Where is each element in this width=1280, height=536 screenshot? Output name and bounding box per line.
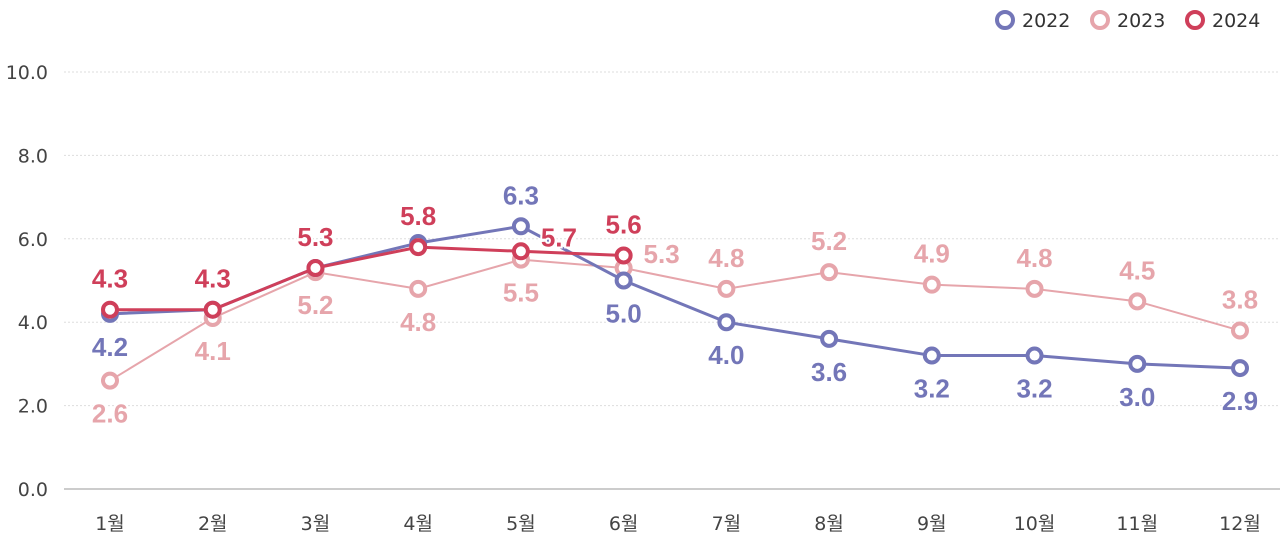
legend-label-2024: 2024 bbox=[1212, 10, 1260, 32]
data-point-2024 bbox=[511, 242, 530, 261]
data-point-2022 bbox=[922, 346, 941, 365]
data-point-2023 bbox=[1231, 321, 1249, 340]
y-tick-label: 2.0 bbox=[18, 396, 48, 418]
x-tick-label: 1월 bbox=[95, 513, 125, 535]
data-label-2023: 4.9 bbox=[914, 239, 950, 269]
data-label-2023: 5.5 bbox=[503, 278, 539, 308]
x-tick-label: 10월 bbox=[1014, 513, 1056, 535]
y-tick-label: 10.0 bbox=[6, 62, 48, 84]
data-label-2023: 4.8 bbox=[1016, 243, 1052, 273]
data-label-2024: 5.7 bbox=[541, 222, 577, 252]
data-label-2023: 4.1 bbox=[195, 336, 231, 366]
y-tick-label: 0.0 bbox=[18, 479, 48, 501]
x-tick-label: 2월 bbox=[198, 513, 228, 535]
data-label-2022: 3.2 bbox=[1016, 374, 1052, 404]
data-point-2023 bbox=[101, 371, 119, 390]
data-label-2022: 4.2 bbox=[92, 332, 128, 362]
data-label-2023: 2.6 bbox=[92, 399, 128, 429]
data-label-2023: 4.8 bbox=[708, 243, 744, 273]
x-tick-label: 4월 bbox=[403, 513, 433, 535]
data-point-2022 bbox=[1128, 354, 1147, 373]
data-point-2024 bbox=[306, 258, 325, 277]
data-point-2024 bbox=[101, 300, 119, 319]
x-tick-label: 11월 bbox=[1116, 513, 1158, 535]
legend-marker-2024 bbox=[1185, 10, 1205, 30]
legend-label-2023: 2023 bbox=[1117, 10, 1165, 32]
data-label-2024: 5.8 bbox=[400, 201, 436, 231]
data-label-2022: 5.0 bbox=[606, 299, 642, 329]
data-point-2023 bbox=[409, 279, 428, 298]
x-tick-label: 5월 bbox=[506, 513, 536, 535]
data-label-2022: 3.6 bbox=[811, 357, 847, 387]
data-label-2024: 4.3 bbox=[195, 264, 231, 294]
data-point-2024 bbox=[409, 238, 428, 257]
data-point-2023 bbox=[922, 275, 941, 294]
data-point-2024 bbox=[203, 300, 222, 319]
data-label-2022: 4.0 bbox=[708, 340, 744, 370]
data-label-2022: 3.2 bbox=[914, 374, 950, 404]
x-tick-label: 7월 bbox=[712, 513, 742, 535]
data-point-2022 bbox=[1231, 359, 1249, 378]
data-point-2023 bbox=[1128, 292, 1147, 311]
legend-label-2022: 2022 bbox=[1022, 10, 1070, 32]
series-line-2024 bbox=[110, 245, 624, 312]
data-point-2023 bbox=[717, 279, 736, 298]
data-point-2023 bbox=[1025, 279, 1044, 298]
data-point-2023 bbox=[820, 263, 839, 282]
data-label-2023: 4.5 bbox=[1119, 255, 1155, 285]
data-point-2022 bbox=[614, 271, 633, 290]
legend-marker-2022 bbox=[995, 10, 1015, 30]
x-tick-label: 3월 bbox=[301, 513, 331, 535]
data-point-2024 bbox=[614, 246, 633, 265]
data-point-2022 bbox=[1025, 346, 1044, 365]
y-tick-label: 6.0 bbox=[18, 229, 48, 251]
y-tick-label: 8.0 bbox=[18, 145, 48, 167]
data-label-2023: 5.3 bbox=[644, 239, 680, 269]
data-label-2024: 4.3 bbox=[92, 264, 128, 294]
y-tick-label: 4.0 bbox=[18, 312, 48, 334]
data-point-2022 bbox=[511, 217, 530, 236]
x-tick-label: 9월 bbox=[917, 513, 947, 535]
legend-marker-2023 bbox=[1090, 10, 1110, 30]
data-label-2022: 6.3 bbox=[503, 180, 539, 210]
data-label-2022: 2.9 bbox=[1222, 386, 1258, 416]
series-line-2023 bbox=[109, 258, 1241, 382]
data-label-2023: 3.8 bbox=[1222, 285, 1258, 315]
data-label-2024: 5.3 bbox=[297, 222, 333, 252]
x-tick-label: 12월 bbox=[1219, 513, 1261, 535]
data-label-2022: 3.0 bbox=[1119, 382, 1155, 412]
x-tick-label: 8월 bbox=[814, 513, 844, 535]
data-label-2024: 5.6 bbox=[606, 209, 642, 239]
data-label-2023: 5.2 bbox=[811, 226, 847, 256]
data-point-2022 bbox=[717, 313, 736, 332]
x-tick-label: 6월 bbox=[609, 513, 639, 535]
data-label-2023: 4.8 bbox=[400, 307, 436, 337]
data-label-2023: 5.2 bbox=[297, 290, 333, 320]
data-point-2022 bbox=[820, 329, 839, 348]
